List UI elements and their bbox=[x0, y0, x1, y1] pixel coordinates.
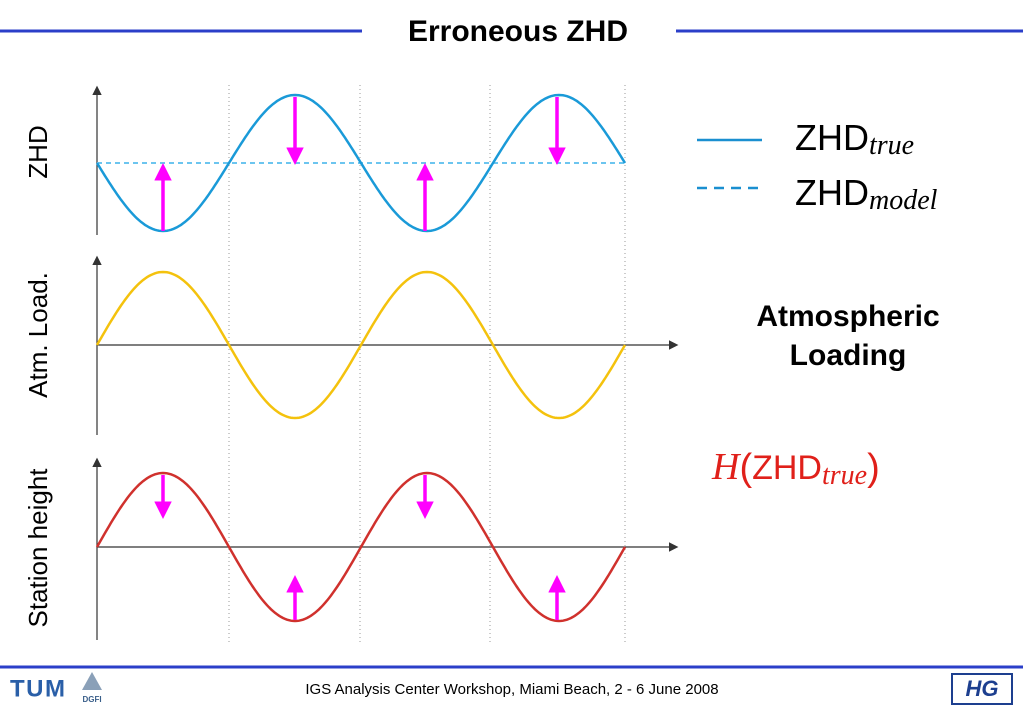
logo-hg: HG bbox=[966, 676, 999, 701]
formula: H(ZHDtrue) bbox=[711, 446, 880, 492]
footer-text: IGS Analysis Center Workshop, Miami Beac… bbox=[305, 681, 718, 698]
legend-label: ZHDtrue bbox=[795, 117, 914, 162]
legend-label: ZHDmodel bbox=[795, 172, 938, 217]
annotation: Loading bbox=[790, 339, 907, 372]
plots bbox=[92, 85, 679, 645]
panel-label: ZHD bbox=[23, 125, 53, 178]
logo-dgfi: DGFI bbox=[82, 695, 101, 704]
annotation: Atmospheric bbox=[756, 300, 939, 333]
wave bbox=[95, 270, 627, 420]
logo-dgfi-icon bbox=[82, 672, 102, 690]
logo-tum: TUM bbox=[10, 675, 65, 702]
logo-hg-box bbox=[951, 673, 1013, 705]
panel-label: Atm. Load. bbox=[23, 272, 53, 398]
wave bbox=[95, 471, 627, 623]
slide-title: Erroneous ZHD bbox=[408, 15, 628, 48]
wave bbox=[95, 93, 627, 233]
panel-label: Station height bbox=[23, 468, 53, 628]
